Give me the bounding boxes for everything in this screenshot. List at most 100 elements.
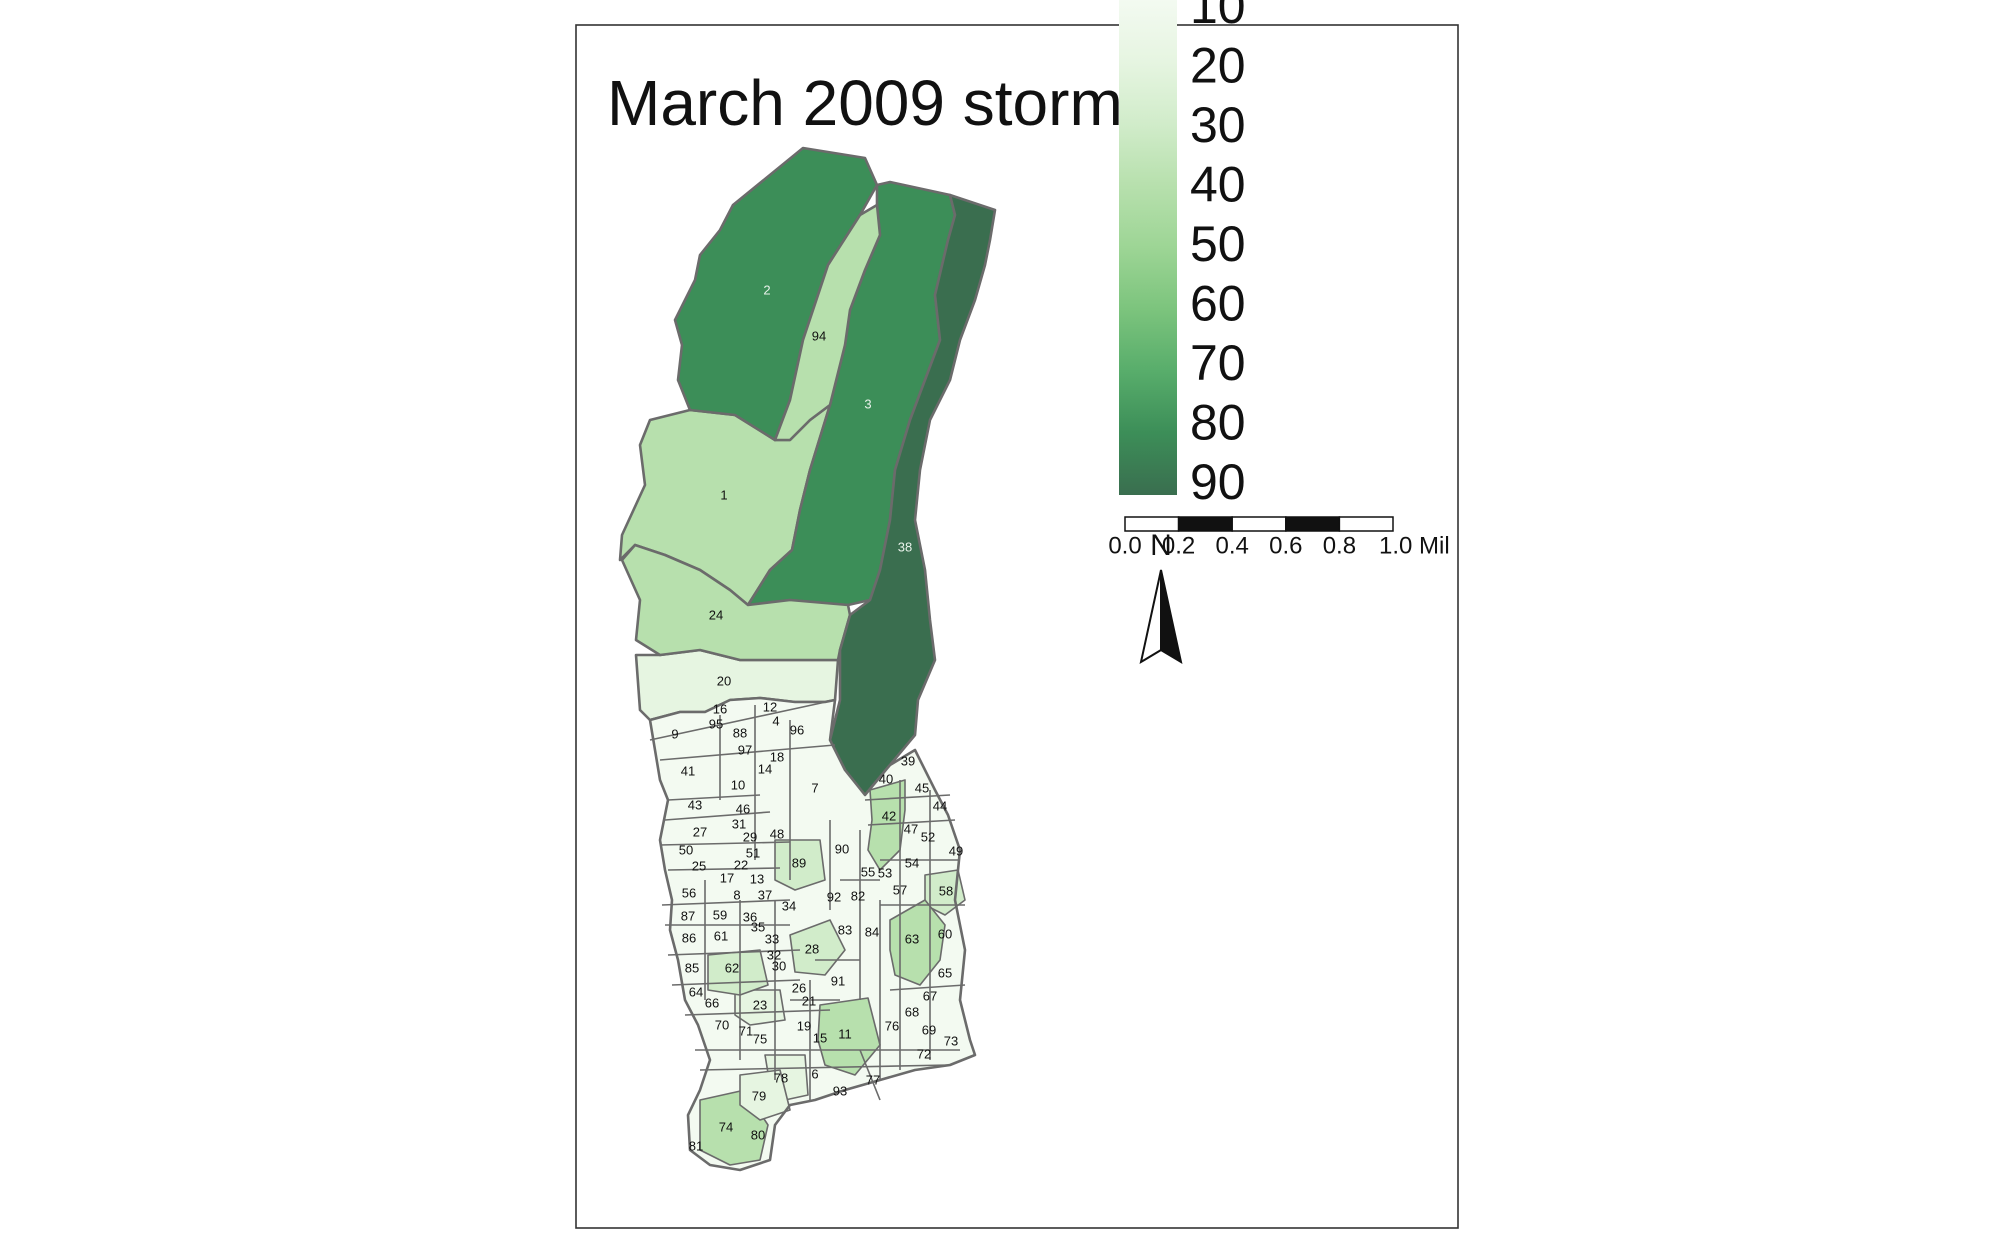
- unit-label: 74: [719, 1119, 733, 1134]
- unit-label: 68: [905, 1004, 919, 1019]
- unit-label: 2: [763, 282, 770, 297]
- unit-label: 34: [782, 898, 796, 913]
- unit-label: 56: [682, 885, 696, 900]
- subbasin-boundary: [649, 699, 836, 741]
- unit-label: 85: [685, 960, 699, 975]
- legend-break-label: 20: [1190, 38, 1246, 94]
- unit-label: 86: [682, 930, 696, 945]
- scale-bar-segment: [1285, 516, 1341, 532]
- unit-label: 84: [865, 924, 879, 939]
- unit-label: 26: [792, 980, 806, 995]
- unit-label: 20: [717, 673, 731, 688]
- unit-label: 27: [693, 824, 707, 839]
- unit-label: 47: [904, 821, 918, 836]
- polygon-unit: [673, 146, 879, 442]
- unit-label: 60: [938, 926, 952, 941]
- unit-label: 46: [736, 801, 750, 816]
- unit-label: 15: [813, 1030, 827, 1045]
- subbasin-boundary: [699, 1064, 951, 1071]
- unit-label: 22: [734, 857, 748, 872]
- unit-label: 87: [681, 908, 695, 923]
- unit-label: 57: [893, 882, 907, 897]
- subbasin-cell: [734, 989, 786, 1026]
- unit-label: 11: [838, 1026, 852, 1041]
- legend-ramp-bar: [1119, 0, 1177, 495]
- subbasin-outline: [648, 696, 977, 1172]
- unit-label: 33: [765, 931, 779, 946]
- unit-label: 72: [917, 1046, 931, 1061]
- scale-bar-tick-label: 0.2: [1162, 532, 1195, 559]
- unit-label: 37: [758, 887, 772, 902]
- unit-label: 32: [767, 947, 781, 962]
- unit-label: 25: [692, 858, 706, 873]
- unit-label: 61: [714, 928, 728, 943]
- subbasin-boundary: [661, 899, 791, 906]
- subbasin-boundary: [859, 1049, 881, 1101]
- map-title: March 2009 storm: [607, 67, 1123, 139]
- scale-bar-tick-label: 0.4: [1216, 532, 1249, 559]
- scale-bar-segment: [1338, 516, 1394, 532]
- legend-break-label: 90: [1190, 454, 1246, 510]
- subbasin-boundary: [659, 744, 836, 761]
- unit-label: 21: [802, 993, 816, 1008]
- legend-break-label: 80: [1190, 395, 1246, 451]
- scale-bar-segments: [1124, 516, 1394, 532]
- unit-label: 42: [882, 808, 896, 823]
- unit-label: 30: [772, 958, 786, 973]
- unit-label: 96: [790, 722, 804, 737]
- unit-label: 66: [705, 995, 719, 1010]
- unit-label: 29: [743, 829, 757, 844]
- subbasin-boundary: [667, 949, 801, 956]
- unit-label: 31: [732, 816, 746, 831]
- unit-label: 23: [753, 997, 767, 1012]
- unit-label: 80: [751, 1127, 765, 1142]
- unit-label: 89: [792, 855, 806, 870]
- unit-label: 79: [752, 1088, 766, 1103]
- unit-label: 58: [939, 883, 953, 898]
- unit-label: 83: [838, 922, 852, 937]
- subbasin-cell: [817, 997, 881, 1076]
- unit-label: 52: [921, 829, 935, 844]
- unit-label: 17: [720, 870, 734, 885]
- unit-label: 77: [866, 1072, 880, 1087]
- unit-label: 55: [861, 864, 875, 879]
- unit-label: 28: [805, 941, 819, 956]
- subbasin-boundary: [659, 841, 791, 846]
- scale-bar-tick-label: 0.0: [1108, 532, 1141, 559]
- subbasin-cell: [789, 919, 846, 976]
- subbasin-cell: [774, 839, 826, 891]
- unit-label: 65: [938, 965, 952, 980]
- unit-label: 59: [713, 907, 727, 922]
- subbasin-boundary: [667, 867, 781, 871]
- subbasin-boundary: [867, 819, 956, 826]
- unit-label: 41: [681, 763, 695, 778]
- unit-label: 1: [720, 487, 727, 502]
- unit-label: 67: [923, 988, 937, 1003]
- legend-break-label: 70: [1190, 335, 1246, 391]
- subbasin-boundary: [684, 1009, 831, 1016]
- subbasin-boundary: [889, 984, 966, 991]
- unit-label: 36: [743, 909, 757, 924]
- unit-label: 73: [944, 1033, 958, 1048]
- subbasin-cell: [739, 1069, 791, 1121]
- unit-label: 81: [689, 1138, 703, 1153]
- subbasin-boundary: [671, 979, 801, 986]
- unit-label: 40: [879, 771, 893, 786]
- unit-label: 19: [797, 1018, 811, 1033]
- unit-label: 3: [864, 396, 871, 411]
- scale-bar-segment: [1177, 516, 1233, 532]
- unit-label: 14: [758, 761, 772, 776]
- unit-label: 97: [738, 742, 752, 757]
- scale-bar: 0.0 0.2 0.4 0.6 0.8 1.0 Mil: [1108, 516, 1450, 559]
- unit-label: 44: [933, 798, 947, 813]
- unit-label: 4: [772, 713, 779, 728]
- unit-label: 39: [901, 753, 915, 768]
- scale-bar-tick-label: 1.0 Mil: [1379, 532, 1450, 559]
- unit-label: 78: [774, 1070, 788, 1085]
- unit-label: 64: [689, 984, 703, 999]
- unit-label: 75: [753, 1031, 767, 1046]
